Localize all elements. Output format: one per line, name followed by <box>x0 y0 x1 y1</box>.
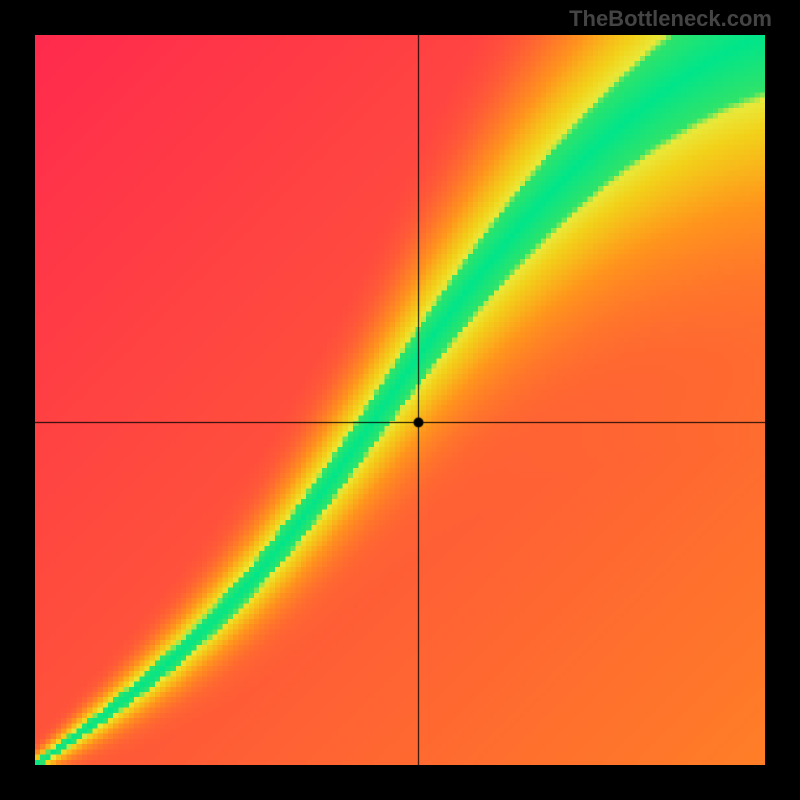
crosshair-overlay <box>35 35 765 765</box>
chart-frame: TheBottleneck.com <box>0 0 800 800</box>
watermark-text: TheBottleneck.com <box>569 6 772 32</box>
